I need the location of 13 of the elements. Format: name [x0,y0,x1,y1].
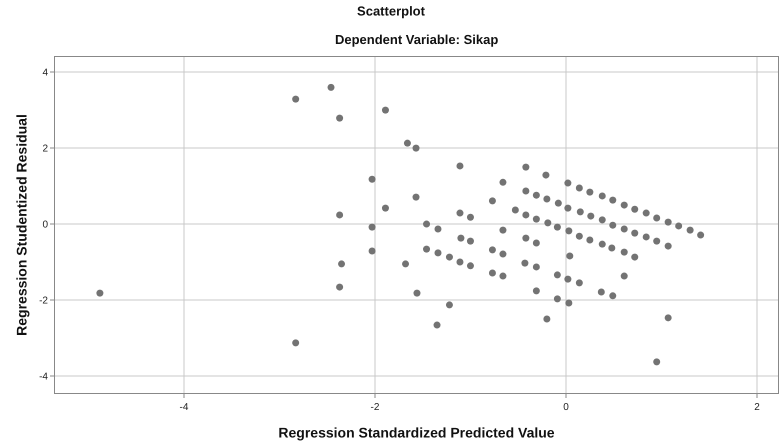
y-tick-label: -4 [39,371,48,382]
chart-subtitle: Dependent Variable: Sikap [335,32,498,47]
y-axis-title: Regression Studentized Residual [14,114,30,336]
x-tick-label: 0 [563,402,570,413]
y-tick-label: 4 [42,68,48,79]
y-tick-label: -2 [39,295,48,306]
x-axis-title: Regression Standardized Predicted Value [278,424,555,440]
x-tick-label: 2 [754,402,760,413]
x-tick-label: -2 [370,402,380,413]
y-tick-label: 2 [42,144,48,155]
x-tick-label: -4 [179,402,189,413]
y-tick-label: 0 [42,220,48,231]
chart-title: Scatterplot [357,4,426,19]
